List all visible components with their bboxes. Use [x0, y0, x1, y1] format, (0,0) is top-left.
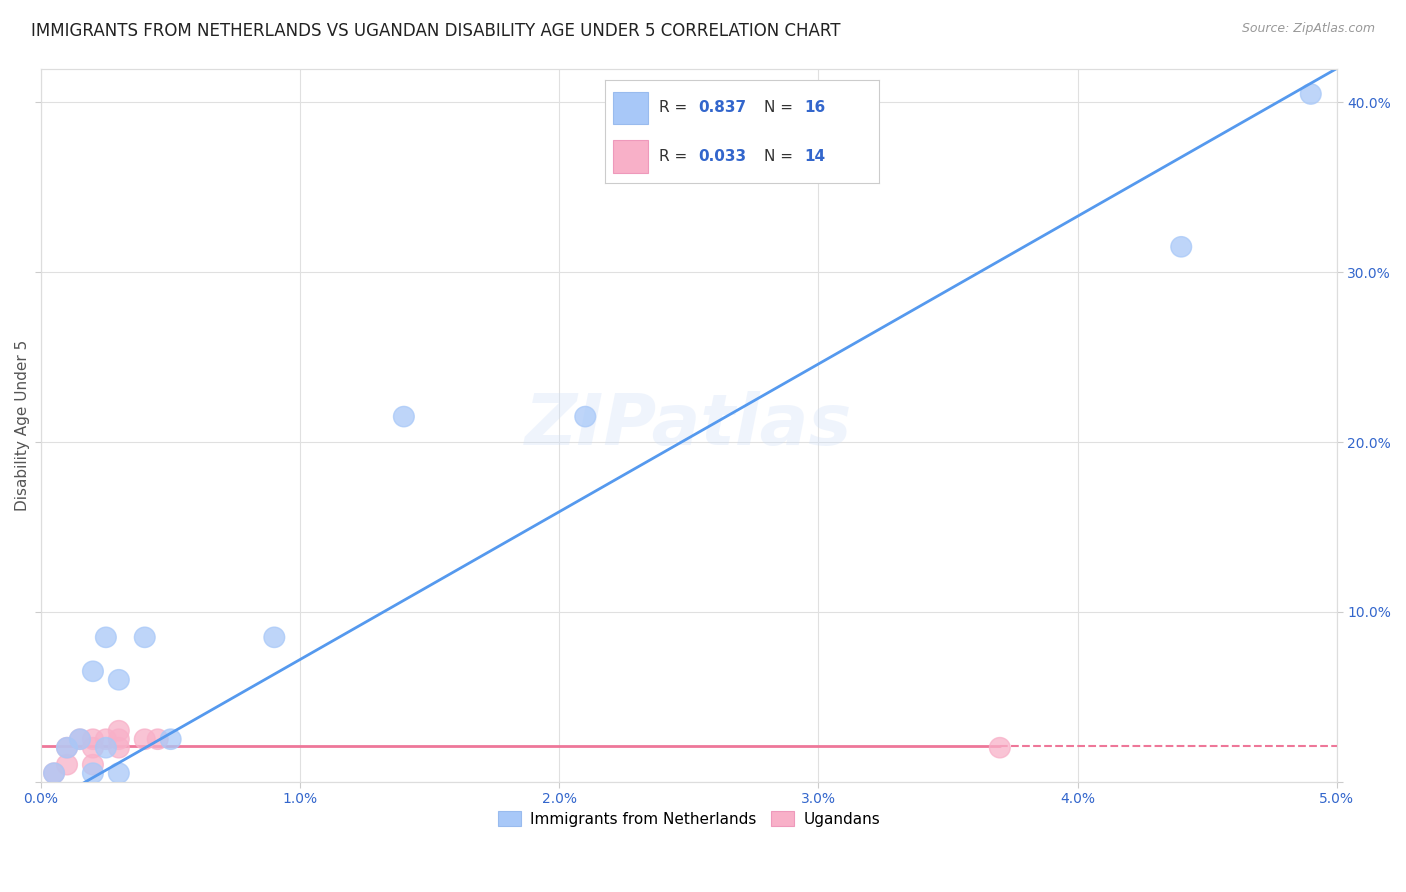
- Ellipse shape: [264, 627, 284, 648]
- Ellipse shape: [83, 763, 103, 783]
- Ellipse shape: [83, 738, 103, 758]
- Ellipse shape: [70, 729, 90, 749]
- Ellipse shape: [56, 755, 77, 775]
- Ellipse shape: [108, 738, 129, 758]
- Ellipse shape: [56, 738, 77, 758]
- Text: Source: ZipAtlas.com: Source: ZipAtlas.com: [1241, 22, 1375, 36]
- Text: R =: R =: [659, 101, 693, 115]
- Ellipse shape: [44, 763, 65, 783]
- Text: N =: N =: [763, 101, 797, 115]
- Ellipse shape: [96, 627, 117, 648]
- Ellipse shape: [135, 729, 155, 749]
- Legend: Immigrants from Netherlands, Ugandans: Immigrants from Netherlands, Ugandans: [489, 804, 887, 835]
- Y-axis label: Disability Age Under 5: Disability Age Under 5: [15, 340, 30, 511]
- FancyBboxPatch shape: [613, 140, 648, 173]
- Ellipse shape: [83, 755, 103, 775]
- Ellipse shape: [108, 721, 129, 741]
- Ellipse shape: [70, 729, 90, 749]
- Ellipse shape: [148, 729, 169, 749]
- Text: R =: R =: [659, 149, 693, 164]
- Text: 14: 14: [804, 149, 825, 164]
- Ellipse shape: [96, 729, 117, 749]
- Text: 0.033: 0.033: [697, 149, 747, 164]
- Ellipse shape: [56, 738, 77, 758]
- Ellipse shape: [108, 729, 129, 749]
- FancyBboxPatch shape: [613, 92, 648, 124]
- Ellipse shape: [135, 627, 155, 648]
- Ellipse shape: [160, 729, 181, 749]
- Ellipse shape: [83, 661, 103, 681]
- Ellipse shape: [1301, 84, 1322, 104]
- Ellipse shape: [83, 729, 103, 749]
- Ellipse shape: [1171, 236, 1192, 257]
- Ellipse shape: [394, 407, 415, 426]
- Text: 0.837: 0.837: [697, 101, 747, 115]
- Ellipse shape: [44, 763, 65, 783]
- Ellipse shape: [575, 407, 596, 426]
- Ellipse shape: [990, 738, 1011, 758]
- Text: ZIPatlas: ZIPatlas: [526, 391, 852, 459]
- Text: 16: 16: [804, 101, 825, 115]
- Ellipse shape: [108, 763, 129, 783]
- Ellipse shape: [96, 738, 117, 758]
- Text: IMMIGRANTS FROM NETHERLANDS VS UGANDAN DISABILITY AGE UNDER 5 CORRELATION CHART: IMMIGRANTS FROM NETHERLANDS VS UGANDAN D…: [31, 22, 841, 40]
- Text: N =: N =: [763, 149, 797, 164]
- Ellipse shape: [108, 670, 129, 690]
